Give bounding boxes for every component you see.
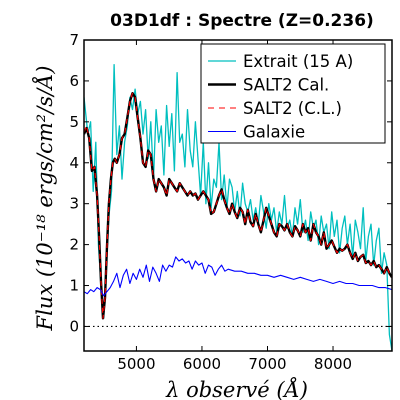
x-tick-label: 5000 — [117, 355, 155, 373]
y-axis-label: Flux (10⁻¹⁸ ergs/cm²/s/Å) — [32, 66, 57, 332]
x-tick-label: 7000 — [248, 355, 286, 373]
y-tick-label: 5 — [69, 113, 79, 131]
series-line-galaxie — [84, 256, 392, 297]
y-tick-label: 3 — [69, 195, 79, 213]
y-axis: 0 1 2 3 4 5 6 7 — [69, 31, 392, 335]
chart-title: 03D1df : Spectre (Z=0.236) — [110, 11, 374, 31]
legend-label-galaxie: Galaxie — [243, 123, 305, 142]
y-tick-label: 6 — [69, 72, 79, 90]
x-axis-label: λ observé (Å) — [165, 377, 308, 400]
y-tick-label: 7 — [69, 31, 79, 49]
plot-series — [84, 63, 392, 351]
y-tick-label: 4 — [69, 154, 79, 172]
legend-label-salt2-cal: SALT2 Cal. — [243, 76, 329, 95]
legend: Extrait (15 A) SALT2 Cal. SALT2 (C.L.) Gala… — [200, 43, 386, 144]
legend-entries: Extrait (15 A) SALT2 Cal. SALT2 (C.L.) Gala… — [208, 52, 353, 142]
x-axis: 5000 6000 7000 8000 — [117, 40, 352, 373]
y-tick-label: 2 — [69, 236, 79, 254]
legend-label-extrait-15-a: Extrait (15 A) — [243, 52, 353, 71]
x-tick-label: 6000 — [183, 355, 221, 373]
series-line-salt2-c-l — [84, 92, 392, 319]
legend-label-salt2-c-l: SALT2 (C.L.) — [243, 99, 342, 118]
y-tick-label: 1 — [69, 277, 79, 295]
y-tick-label: 0 — [69, 317, 79, 335]
x-tick-label: 8000 — [314, 355, 352, 373]
plot-frame — [83, 39, 393, 352]
